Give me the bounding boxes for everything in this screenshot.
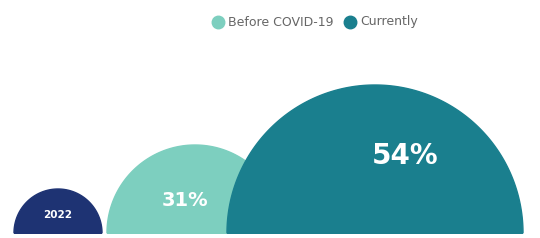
Text: Currently: Currently	[360, 15, 418, 29]
Text: 31%: 31%	[161, 191, 208, 210]
Polygon shape	[14, 189, 102, 233]
Text: 54%: 54%	[372, 142, 438, 170]
Polygon shape	[107, 145, 283, 233]
Text: Before COVID-19: Before COVID-19	[228, 15, 334, 29]
Polygon shape	[227, 85, 523, 233]
Text: 2022: 2022	[44, 209, 72, 219]
